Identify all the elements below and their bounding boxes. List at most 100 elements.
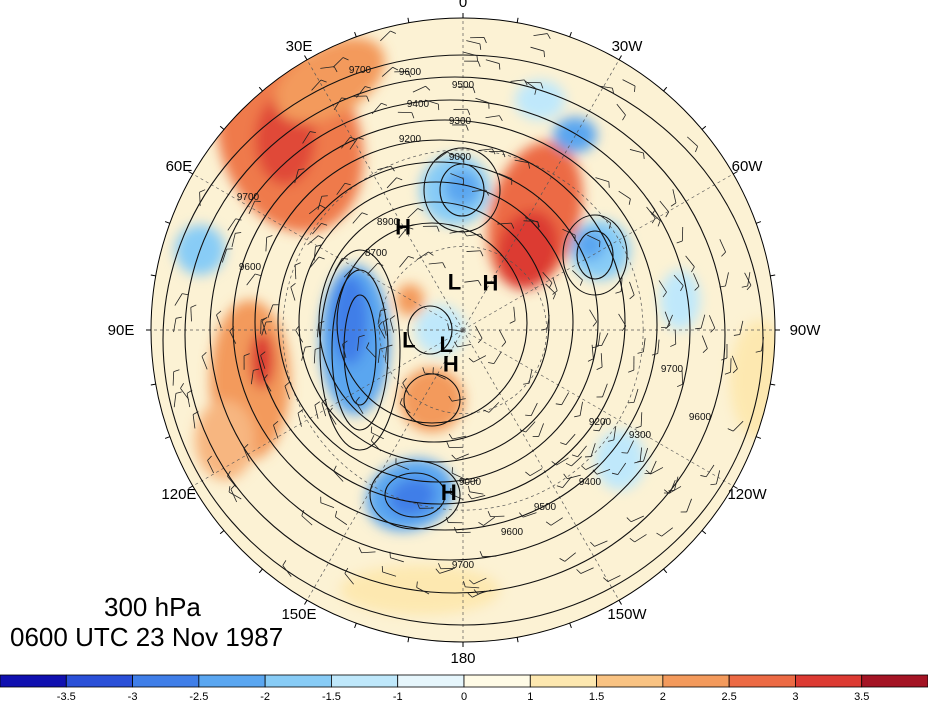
height-contour: [423, 147, 501, 233]
anomaly-patch: [388, 478, 436, 516]
wind-barb: [428, 262, 443, 265]
wind-barb-feather: [662, 291, 667, 298]
wind-barb-feather: [305, 346, 312, 348]
wind-barb: [294, 169, 299, 184]
wind-barb-feather: [321, 222, 328, 226]
wind-barb-feather: [552, 290, 558, 295]
wind-barb-feather: [255, 273, 262, 276]
wind-barb: [545, 283, 556, 295]
wind-barb: [597, 332, 601, 347]
wind-barb: [567, 474, 581, 480]
wind-barb: [231, 233, 236, 248]
wind-barb-feather: [448, 433, 453, 440]
boundary-tick: [732, 485, 738, 489]
wind-barb-feather: [525, 471, 531, 476]
wind-barb-feather: [680, 285, 684, 292]
wind-barb-feather: [235, 232, 242, 234]
wind-barb: [356, 86, 366, 98]
wind-barb: [463, 479, 478, 484]
wind-barb-feather: [341, 97, 348, 100]
wind-barb: [328, 412, 337, 425]
wind-barb-feather: [634, 85, 636, 92]
wind-barb: [716, 470, 721, 485]
wind-barb: [674, 330, 677, 345]
anomaly-patch: [515, 80, 565, 120]
wind-barb: [466, 250, 481, 252]
wind-barb-feather: [525, 414, 532, 417]
height-contour: [209, 99, 691, 561]
wind-barb-feather: [499, 115, 503, 121]
wind-barb-feather: [229, 326, 235, 332]
contour-value-label: 9600: [399, 67, 422, 78]
wind-barb: [483, 516, 496, 526]
wind-barb: [530, 402, 538, 416]
colorbar-tick-label: -1: [393, 691, 403, 702]
boundary-tick: [701, 530, 707, 535]
colorbar-box: [662, 674, 730, 688]
colorbar-tick-label: -2: [260, 691, 270, 702]
wind-barb-feather: [478, 521, 484, 526]
wind-barb: [564, 552, 576, 562]
wind-barb: [585, 462, 599, 470]
boundary-tick: [164, 436, 170, 439]
wind-barb: [629, 149, 644, 154]
wind-barb-feather: [416, 502, 420, 509]
wind-barb-feather: [463, 581, 466, 588]
wind-barb-feather: [590, 541, 595, 547]
wind-barb-feather: [370, 435, 375, 441]
wind-barb: [290, 286, 296, 301]
wind-barb-feather: [595, 344, 602, 347]
wind-barb-feather: [315, 244, 322, 247]
wind-barb: [580, 567, 594, 574]
wind-barb-feather: [318, 321, 325, 324]
wind-barb-feather: [390, 165, 395, 172]
wind-barb: [620, 277, 623, 292]
wind-barb-feather: [635, 425, 642, 429]
wind-barb: [528, 369, 533, 384]
wind-barb: [228, 491, 242, 500]
wind-barb-feather: [472, 87, 476, 94]
wind-barb-feather: [551, 461, 557, 466]
boundary-tick: [258, 86, 263, 92]
wind-barb: [451, 398, 466, 402]
wind-barb-feather: [284, 381, 290, 387]
wind-barb-feather: [407, 226, 414, 230]
colorbar-box: [331, 674, 399, 688]
wind-barb: [192, 414, 196, 429]
wind-barb: [435, 151, 448, 161]
wind-barb: [498, 173, 512, 180]
wind-barb: [449, 230, 464, 234]
wind-barb-feather: [476, 55, 479, 62]
wind-barb: [693, 273, 700, 287]
wind-barb-feather: [721, 357, 728, 361]
wind-barb: [475, 325, 483, 339]
boundary-tick: [756, 221, 762, 224]
wind-barb: [344, 573, 354, 585]
wind-barb-feather: [608, 222, 612, 229]
wind-barb: [352, 212, 363, 224]
wind-barb: [640, 412, 643, 427]
contour-value-label: 9200: [399, 134, 422, 145]
wind-barb: [314, 405, 319, 419]
wind-barb-feather: [670, 343, 676, 347]
wind-barb: [172, 371, 175, 386]
wind-barb-feather: [612, 88, 615, 95]
wind-barb: [701, 335, 708, 349]
wind-barb: [407, 208, 419, 219]
wind-barb-feather: [543, 51, 545, 58]
wind-barb-feather: [386, 344, 393, 348]
wind-barb: [455, 453, 469, 460]
wind-barb: [731, 355, 738, 369]
wind-barb: [334, 258, 343, 271]
wind-barb-feather: [396, 177, 403, 181]
wind-barb-feather: [480, 233, 484, 240]
wind-barb: [485, 115, 500, 119]
wind-barb-feather: [442, 262, 446, 269]
wind-barb: [600, 353, 603, 368]
wind-barb: [355, 401, 364, 414]
wind-barb-feather: [528, 162, 530, 169]
anomaly-patch: [195, 400, 255, 480]
wind-barb: [658, 280, 667, 293]
wind-barb: [601, 332, 609, 346]
wind-barb: [672, 189, 677, 203]
